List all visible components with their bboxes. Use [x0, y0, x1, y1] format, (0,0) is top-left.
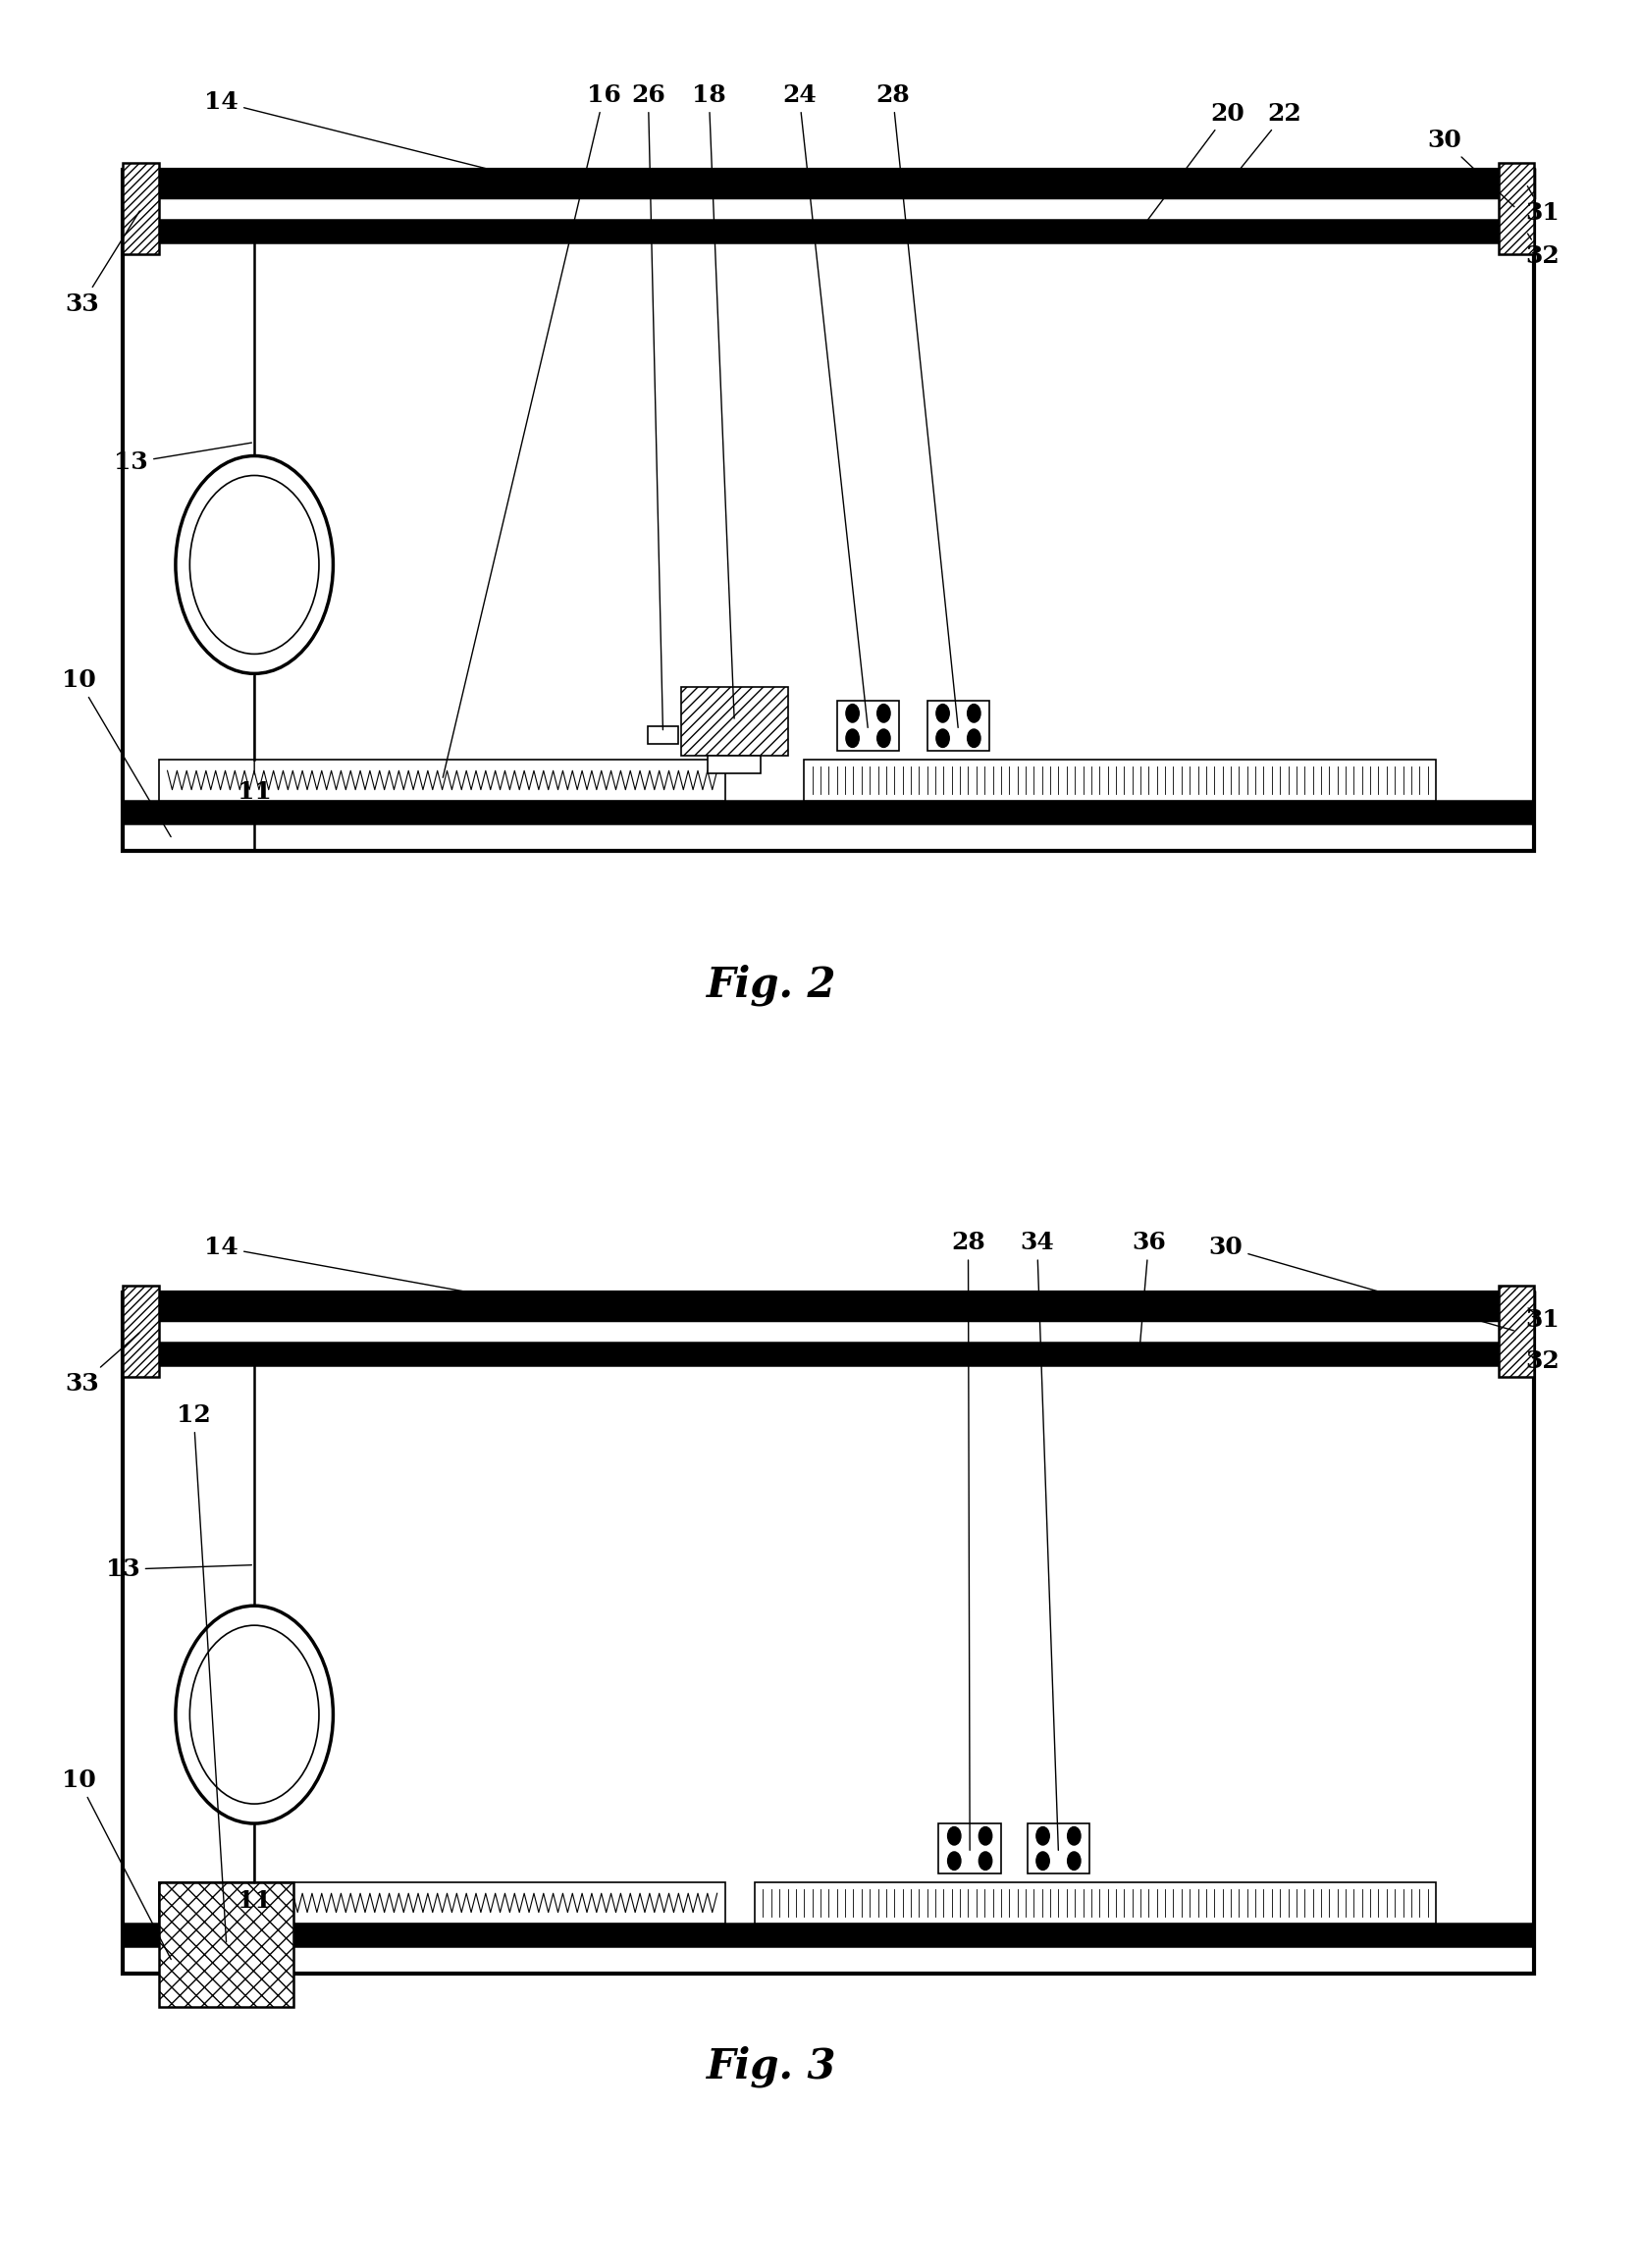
Circle shape: [978, 1828, 991, 1846]
Text: 26: 26: [632, 84, 665, 730]
Circle shape: [978, 1851, 991, 1869]
Circle shape: [947, 1828, 960, 1846]
Bar: [123, 163, 159, 254]
Text: 12: 12: [177, 1404, 226, 1941]
Bar: [159, 1882, 725, 1923]
Bar: [123, 170, 1534, 850]
Circle shape: [190, 476, 318, 653]
Circle shape: [876, 730, 889, 748]
Bar: [648, 726, 678, 744]
Text: 10: 10: [62, 669, 171, 837]
Bar: [1027, 1823, 1090, 1873]
Bar: [159, 220, 1498, 243]
Text: 28: 28: [952, 1232, 985, 1851]
Text: Fig. 2: Fig. 2: [706, 964, 837, 1005]
Circle shape: [1035, 1851, 1050, 1869]
Text: 30: 30: [1209, 1236, 1513, 1331]
Text: 13: 13: [115, 442, 251, 474]
Circle shape: [1035, 1828, 1050, 1846]
Text: 30: 30: [1428, 129, 1515, 206]
Circle shape: [1067, 1851, 1080, 1869]
Text: 10: 10: [62, 1769, 171, 1960]
Bar: [123, 170, 1534, 197]
Circle shape: [847, 705, 860, 721]
Bar: [123, 801, 1534, 823]
Text: 11: 11: [238, 676, 271, 803]
Text: 33: 33: [66, 1334, 139, 1395]
Bar: [1498, 163, 1534, 254]
Text: Fig. 3: Fig. 3: [706, 2046, 837, 2087]
Text: 36: 36: [1132, 1232, 1165, 1352]
Text: 14: 14: [205, 1236, 543, 1306]
Bar: [681, 687, 788, 755]
Text: 13: 13: [107, 1558, 251, 1581]
Bar: [159, 1320, 1498, 1343]
Text: 34: 34: [1021, 1232, 1058, 1851]
Circle shape: [967, 730, 980, 748]
Bar: [837, 701, 899, 751]
Text: 33: 33: [66, 211, 139, 315]
Text: 14: 14: [205, 91, 543, 184]
Bar: [159, 1882, 294, 2007]
Circle shape: [947, 1851, 960, 1869]
Bar: [939, 1823, 1001, 1873]
Text: 32: 32: [1526, 1349, 1559, 1372]
Bar: [159, 1343, 1498, 1365]
Bar: [804, 760, 1436, 801]
Circle shape: [935, 730, 948, 748]
Circle shape: [935, 705, 948, 721]
Text: 20: 20: [1140, 102, 1244, 229]
Text: 28: 28: [876, 84, 958, 728]
Text: 11: 11: [238, 1826, 271, 1912]
Circle shape: [876, 705, 889, 721]
Circle shape: [967, 705, 980, 721]
Bar: [159, 760, 725, 801]
Bar: [123, 1923, 1534, 1946]
Bar: [1498, 1286, 1534, 1377]
Text: 16: 16: [443, 84, 620, 778]
Text: 24: 24: [783, 84, 868, 728]
Text: 31: 31: [1526, 186, 1559, 225]
Bar: [123, 1293, 1534, 1320]
Bar: [707, 755, 761, 773]
Text: 31: 31: [1526, 1309, 1559, 1331]
Bar: [159, 197, 1498, 220]
Bar: [123, 1286, 159, 1377]
Circle shape: [176, 456, 333, 674]
Circle shape: [1067, 1828, 1080, 1846]
Bar: [123, 1293, 1534, 1973]
Circle shape: [190, 1626, 318, 1803]
Text: 32: 32: [1526, 234, 1559, 268]
Bar: [755, 1882, 1436, 1923]
Text: 22: 22: [1226, 102, 1301, 186]
Circle shape: [847, 730, 860, 748]
Text: 18: 18: [693, 84, 734, 719]
Bar: [927, 701, 990, 751]
Circle shape: [176, 1606, 333, 1823]
